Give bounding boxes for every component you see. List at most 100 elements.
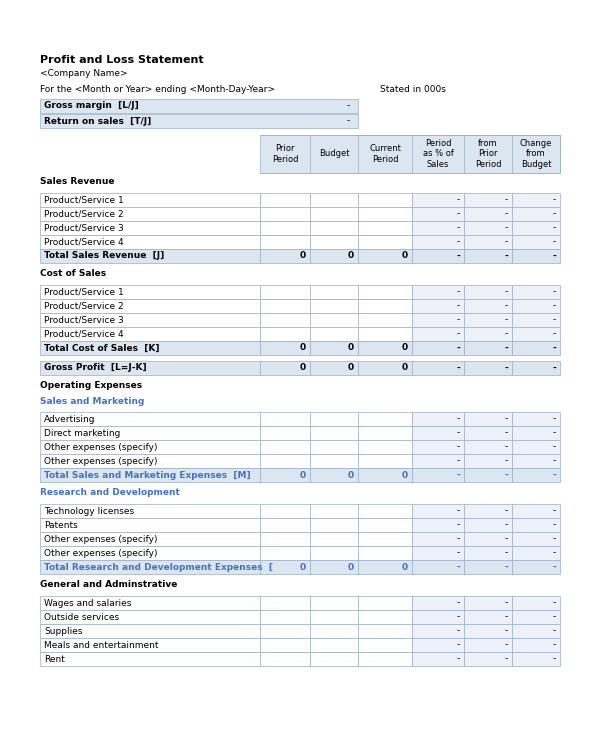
Bar — [260, 504, 310, 518]
Bar — [512, 518, 560, 532]
Bar — [260, 560, 310, 574]
Bar — [310, 532, 358, 546]
Bar — [310, 313, 358, 327]
Text: Product/Service 1: Product/Service 1 — [44, 288, 124, 296]
Text: -: - — [553, 655, 556, 664]
Bar — [310, 546, 358, 560]
Bar — [40, 313, 260, 327]
Bar — [358, 313, 412, 327]
Text: -: - — [553, 329, 556, 339]
Text: -: - — [457, 196, 460, 204]
Text: -: - — [456, 344, 460, 353]
Bar — [260, 235, 310, 249]
Bar — [260, 193, 310, 207]
Bar — [358, 454, 412, 468]
Bar — [412, 285, 464, 299]
Text: Product/Service 2: Product/Service 2 — [44, 301, 124, 310]
Bar — [358, 504, 412, 518]
Bar — [310, 596, 358, 610]
Text: Supplies: Supplies — [44, 626, 83, 636]
Text: -: - — [505, 520, 508, 529]
Text: -: - — [553, 456, 556, 466]
Text: Stated in 000s: Stated in 000s — [380, 85, 446, 94]
Bar — [310, 440, 358, 454]
Bar — [464, 504, 512, 518]
Text: Profit and Loss Statement: Profit and Loss Statement — [40, 55, 203, 65]
Text: Sales and Marketing: Sales and Marketing — [40, 397, 145, 406]
Bar — [464, 426, 512, 440]
Text: -: - — [347, 101, 350, 110]
Bar — [412, 235, 464, 249]
Text: -: - — [552, 344, 556, 353]
Bar — [310, 426, 358, 440]
Bar — [512, 249, 560, 263]
Text: -: - — [552, 471, 556, 480]
Bar — [358, 221, 412, 235]
Bar — [464, 638, 512, 652]
Bar — [464, 249, 512, 263]
Bar — [260, 440, 310, 454]
Bar — [358, 235, 412, 249]
Text: -: - — [347, 117, 350, 126]
Text: -: - — [553, 520, 556, 529]
Bar — [464, 207, 512, 221]
Bar — [512, 440, 560, 454]
Text: Product/Service 4: Product/Service 4 — [44, 329, 124, 339]
Text: Patents: Patents — [44, 520, 78, 529]
Bar — [512, 504, 560, 518]
Text: -: - — [457, 329, 460, 339]
Bar — [512, 426, 560, 440]
Bar — [464, 596, 512, 610]
Bar — [40, 426, 260, 440]
Bar — [310, 454, 358, 468]
Bar — [40, 610, 260, 624]
Bar — [310, 610, 358, 624]
Text: Outside services: Outside services — [44, 612, 119, 621]
Bar — [512, 624, 560, 638]
Bar — [464, 221, 512, 235]
Text: Return on sales  [T/J]: Return on sales [T/J] — [44, 117, 151, 126]
Text: -: - — [553, 315, 556, 325]
Text: 0: 0 — [348, 563, 354, 572]
Bar — [512, 560, 560, 574]
Text: 0: 0 — [402, 364, 408, 372]
Bar — [260, 135, 560, 173]
Text: 0: 0 — [348, 252, 354, 261]
Text: -: - — [553, 599, 556, 607]
Bar — [358, 624, 412, 638]
Text: -: - — [505, 429, 508, 437]
Text: -: - — [553, 415, 556, 423]
Bar — [412, 532, 464, 546]
Text: -: - — [505, 534, 508, 544]
Text: -: - — [457, 415, 460, 423]
Bar — [260, 249, 310, 263]
Bar — [260, 341, 310, 355]
Text: -: - — [457, 599, 460, 607]
Text: 0: 0 — [348, 471, 354, 480]
Bar — [310, 518, 358, 532]
Text: Total Sales Revenue  [J]: Total Sales Revenue [J] — [44, 252, 164, 261]
Text: -: - — [505, 415, 508, 423]
Bar — [40, 327, 260, 341]
Bar — [358, 596, 412, 610]
Text: Other expenses (specify): Other expenses (specify) — [44, 456, 157, 466]
Bar — [260, 638, 310, 652]
Bar — [412, 454, 464, 468]
Bar — [310, 285, 358, 299]
Text: -: - — [457, 210, 460, 218]
Bar — [260, 546, 310, 560]
Bar — [358, 207, 412, 221]
Bar — [358, 560, 412, 574]
Text: -: - — [553, 507, 556, 515]
Bar — [412, 610, 464, 624]
Text: 0: 0 — [348, 344, 354, 353]
Bar — [40, 652, 260, 666]
Text: Other expenses (specify): Other expenses (specify) — [44, 548, 157, 558]
Bar — [464, 299, 512, 313]
Bar — [40, 99, 358, 113]
Bar — [40, 532, 260, 546]
Text: 0: 0 — [300, 563, 306, 572]
Text: -: - — [457, 442, 460, 451]
Text: Advertising: Advertising — [44, 415, 95, 423]
Text: For the <Month or Year> ending <Month-Day-Year>: For the <Month or Year> ending <Month-Da… — [40, 85, 275, 94]
